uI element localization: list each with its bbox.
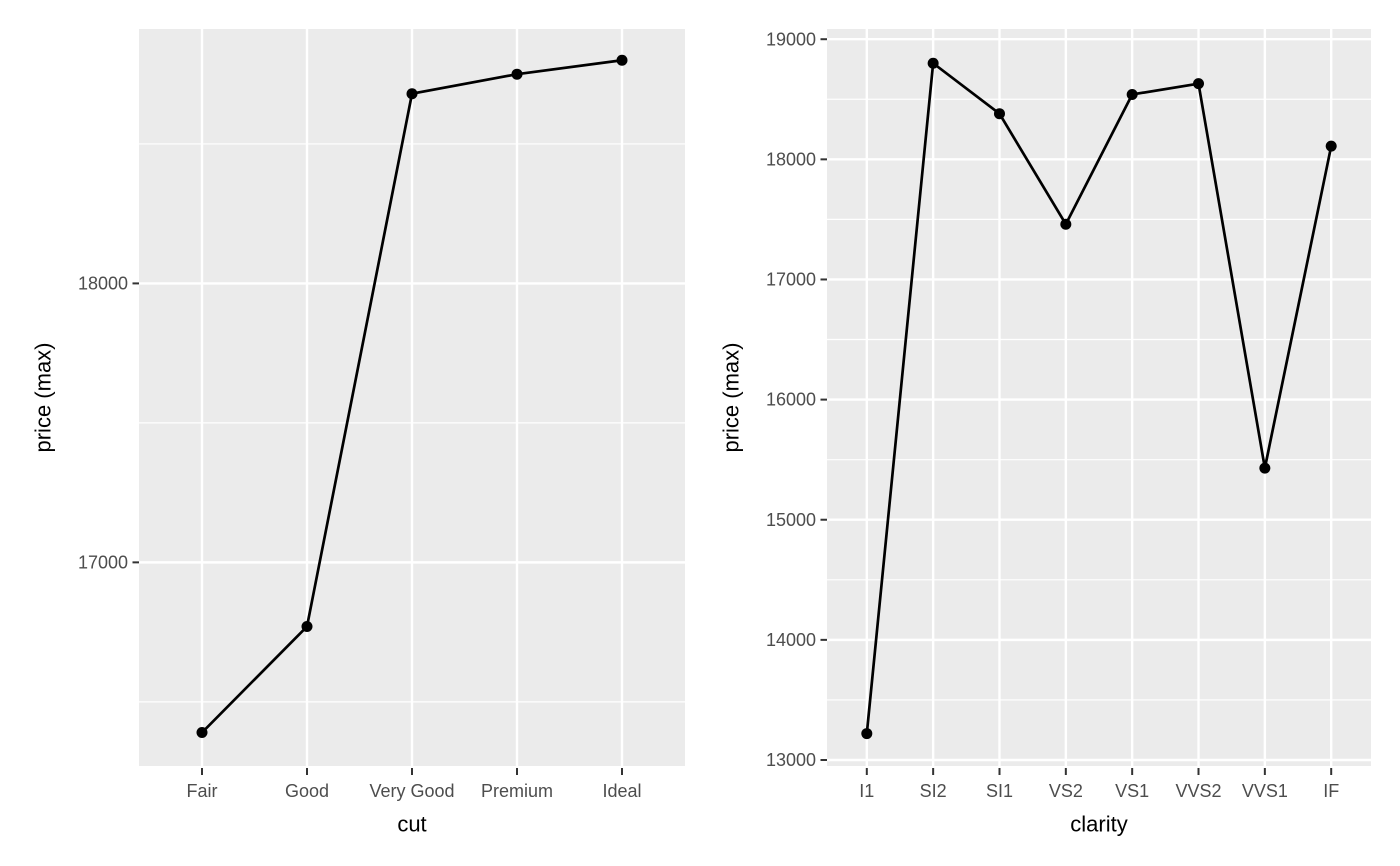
plot-panel (827, 29, 1371, 766)
gridlines (139, 29, 685, 766)
x-tick-label: SI2 (920, 781, 947, 801)
data-line (865, 60, 1333, 734)
x-tick-label: Premium (481, 781, 553, 801)
x-tick-label: Fair (187, 781, 218, 801)
y-tick-label: 16000 (766, 390, 816, 410)
x-axis-title: clarity (1070, 811, 1127, 836)
data-point-vvs2 (1193, 78, 1205, 90)
y-axis-title: price (max) (30, 342, 55, 452)
y-axis-title: price (max) (718, 342, 743, 452)
x-tick-label: VVS2 (1175, 781, 1221, 801)
data-point-good (301, 621, 313, 633)
y-axis: 17000 18000 (78, 274, 139, 572)
y-tick-label: 17000 (766, 270, 816, 290)
y-tick-label: 13000 (766, 750, 816, 770)
y-tick-label: 18000 (766, 149, 816, 169)
y-tick-label: 15000 (766, 510, 816, 530)
x-axis-title: cut (397, 811, 426, 836)
data-point-si2 (927, 57, 939, 69)
x-axis: I1 SI2 SI1 VS2 VS1 VVS2 VVS1 IF (859, 768, 1339, 801)
cut-chart: 17000 18000 Fair Good Very Good Premium Ideal c… (30, 29, 685, 836)
x-tick-label: I1 (859, 781, 874, 801)
x-axis: Fair Good Very Good Premium Ideal (187, 768, 642, 801)
y-tick-label: 18000 (78, 274, 128, 294)
x-tick-label: Ideal (602, 781, 641, 801)
data-points (861, 57, 1337, 740)
data-point-i1 (861, 728, 873, 740)
x-tick-label: VS2 (1049, 781, 1083, 801)
data-point-vvs1 (1259, 462, 1271, 474)
data-points (196, 54, 628, 739)
data-point-vs1 (1126, 88, 1138, 100)
y-tick-label: 19000 (766, 29, 816, 49)
x-tick-label: IF (1323, 781, 1339, 801)
x-tick-label: Good (285, 781, 329, 801)
data-point-ideal (616, 54, 628, 66)
data-point-fair (196, 727, 208, 739)
x-tick-label: SI1 (986, 781, 1013, 801)
data-point-if (1325, 140, 1337, 152)
data-point-premium (511, 68, 523, 80)
clarity-chart: 13000 14000 15000 16000 17000 18000 19000 I1 SI2… (718, 29, 1371, 836)
data-point-vs2 (1060, 218, 1072, 230)
x-tick-label: Very Good (369, 781, 454, 801)
x-tick-label: VVS1 (1242, 781, 1288, 801)
y-tick-label: 14000 (766, 630, 816, 650)
y-tick-label: 17000 (78, 552, 128, 572)
x-tick-label: VS1 (1115, 781, 1149, 801)
data-point-si1 (993, 108, 1005, 120)
y-axis: 13000 14000 15000 16000 17000 18000 19000 (766, 29, 827, 770)
data-point-very-good (406, 88, 418, 100)
